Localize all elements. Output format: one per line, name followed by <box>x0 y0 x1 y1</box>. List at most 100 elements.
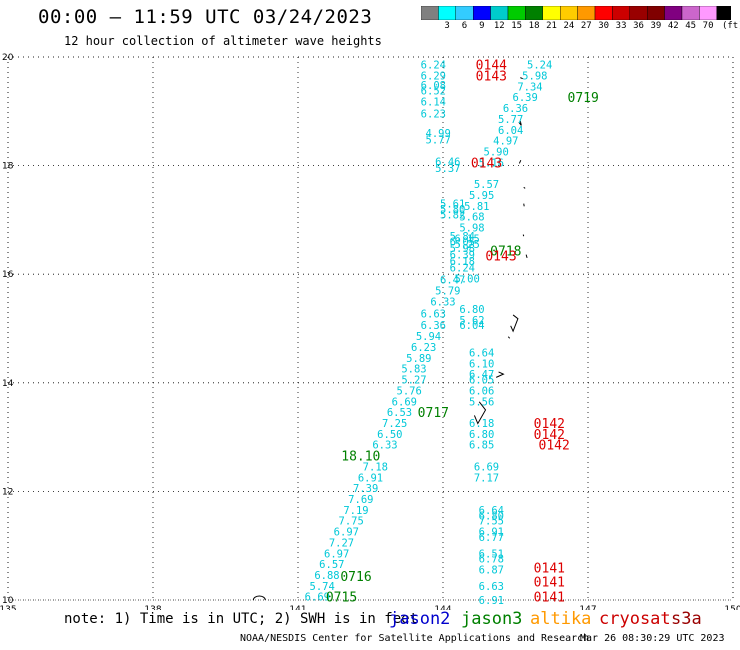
swh-point-track-b: 6.51 <box>479 548 504 560</box>
swh-point-track-b: 6.06 <box>469 385 494 397</box>
swh-point-track-b: 5.77 <box>498 114 523 126</box>
pass-time-label: 0717 <box>418 406 449 421</box>
y-tick-label: 10 <box>2 596 14 606</box>
swh-point-track-b: 6.64 <box>469 347 494 359</box>
swh-point-track-b: 5.56 <box>469 396 494 408</box>
scale-unit: (ft) <box>721 21 740 31</box>
island-outline <box>252 595 266 601</box>
footer-note: note: 1) Time is in UTC; 2) SWH is in fe… <box>64 611 419 627</box>
pass-time-label: 0141 <box>534 561 565 576</box>
x-tick-label: 135 <box>0 605 17 610</box>
swh-point-track-b: 5.98 <box>459 223 484 235</box>
pass-time-label: 0718 <box>490 244 521 259</box>
island-outline <box>495 371 505 378</box>
swh-point-track-b: 5.25 <box>455 239 480 251</box>
swh-point-track-a: 5.61 <box>440 199 465 211</box>
pass-time-label: 18.10 <box>341 450 380 465</box>
swh-point-track-a: 6.63 <box>421 308 446 320</box>
island-outline <box>510 314 519 333</box>
swh-point-track-a: 6.24 <box>421 60 446 72</box>
swh-point-track-a: 6.91 <box>358 472 383 484</box>
pass-time-label: 0719 <box>568 91 599 106</box>
swh-point-track-a: 6.52 <box>421 86 446 98</box>
swh-point-track-b: 6.85 <box>469 440 494 452</box>
plot-frame <box>7 56 734 601</box>
island-outline <box>473 401 487 425</box>
swh-point-track-b: 6.04 <box>498 125 523 137</box>
swh-point-track-b: 5.95 <box>469 190 494 202</box>
island-outline <box>525 254 528 259</box>
y-tick-label: 18 <box>2 162 14 172</box>
swh-point-track-b: 6.78 <box>479 554 504 566</box>
scale-label: 18 <box>528 21 540 31</box>
swh-point-track-b: 5.62 <box>459 315 484 327</box>
swh-point-track-b: 6.64 <box>479 505 504 517</box>
swh-point-track-b: 5.57 <box>474 179 499 191</box>
pass-time-label: 0142 <box>539 439 570 454</box>
swh-point-track-a: 6.08 <box>421 80 446 92</box>
color-scale-bar <box>421 6 731 20</box>
x-tick-label: 144 <box>434 605 451 610</box>
swh-point-track-a: 6.69 <box>305 592 330 604</box>
island-outline <box>507 336 511 339</box>
swh-point-track-b: 6.80 <box>459 304 484 316</box>
swh-point-track-b: 6.87 <box>479 565 504 577</box>
swh-point-track-b: 5.90 <box>484 146 509 158</box>
scale-label: 12 <box>493 21 505 31</box>
chart-subtitle: 12 hour collection of altimeter wave hei… <box>64 34 382 48</box>
scale-label: 30 <box>598 21 610 31</box>
footer-credit: NOAA/NESDIS Center for Satellite Applica… <box>240 633 590 644</box>
scale-label: 39 <box>650 21 662 31</box>
island-outline <box>518 159 522 164</box>
pass-time-label: 0716 <box>340 570 371 585</box>
swh-point-track-a: 5.76 <box>397 385 422 397</box>
scale-label: 42 <box>667 21 679 31</box>
swh-point-track-a: 6.97 <box>334 527 359 539</box>
pass-time-label: 0141 <box>534 576 565 591</box>
swh-point-track-a: 6.57 <box>319 559 344 571</box>
scale-label: 36 <box>633 21 644 31</box>
swh-point-track-b: 6.80 <box>469 429 494 441</box>
swh-point-track-b: 6.47 <box>469 369 494 381</box>
swh-point-track-b: 6.10 <box>469 358 494 370</box>
pass-time-label: 0144 <box>476 59 507 74</box>
swh-point-track-b: 6.80 <box>479 510 504 522</box>
swh-point-track-a: 6.69 <box>392 396 417 408</box>
pass-time-label: 0143 <box>471 156 502 171</box>
legend-entry-jason3: jason3 <box>461 609 523 629</box>
chart-title: 00:00 – 11:59 UTC 03/24/2023 <box>38 6 373 28</box>
swh-point-track-a: 6.97 <box>324 548 349 560</box>
swh-point-track-a: 6.53 <box>387 407 412 419</box>
swh-point-track-a: 5.80 <box>440 204 465 216</box>
swh-point-track-a: 7.39 <box>353 483 378 495</box>
swh-point-track-a: 5.74 <box>310 581 335 593</box>
swh-point-track-a: 7.69 <box>348 494 373 506</box>
scale-label: 6 <box>461 21 468 31</box>
swh-point-track-a: 5.27 <box>401 375 426 387</box>
scale-label: 27 <box>580 21 592 31</box>
swh-point-track-b: 6.91 <box>479 527 504 539</box>
pass-time-label: 0142 <box>534 417 565 432</box>
swh-point-track-a: 6.39 <box>450 250 475 262</box>
legend-entry-cryosat: cryosat <box>599 609 671 629</box>
swh-point-track-a: 6.33 <box>372 440 397 452</box>
swh-point-track-b: 6.63 <box>479 581 504 593</box>
footer-timestamp: Mar 26 08:30:29 UTC 2023 <box>580 633 725 644</box>
pass-time-label: 0715 <box>326 591 357 606</box>
swh-point-track-b: 6.36 <box>503 103 528 115</box>
legend-entry-altika: altika <box>530 609 592 629</box>
scale-label: 21 <box>546 21 557 31</box>
swh-point-track-a: 6.50 <box>377 429 402 441</box>
swh-point-track-a: 5.77 <box>426 135 451 147</box>
swh-point-track-a: 5.84 <box>450 231 475 243</box>
swh-point-track-b: 7.17 <box>474 472 499 484</box>
wave-height-map: 135 138 141 144 147 1501012141618206.246.296.… <box>0 53 740 610</box>
swh-point-track-b: 6.69 <box>474 461 499 473</box>
pass-time-label: 0141 <box>534 591 565 606</box>
x-tick-label: 138 <box>144 605 161 610</box>
swh-point-track-a: 6.46 <box>435 156 460 168</box>
swh-point-track-a: 5.89 <box>406 353 431 365</box>
swh-point-track-a: 6.14 <box>421 97 446 109</box>
swh-point-track-a: 6.24 <box>450 263 475 275</box>
swh-point-track-a: 5.94 <box>416 331 441 343</box>
